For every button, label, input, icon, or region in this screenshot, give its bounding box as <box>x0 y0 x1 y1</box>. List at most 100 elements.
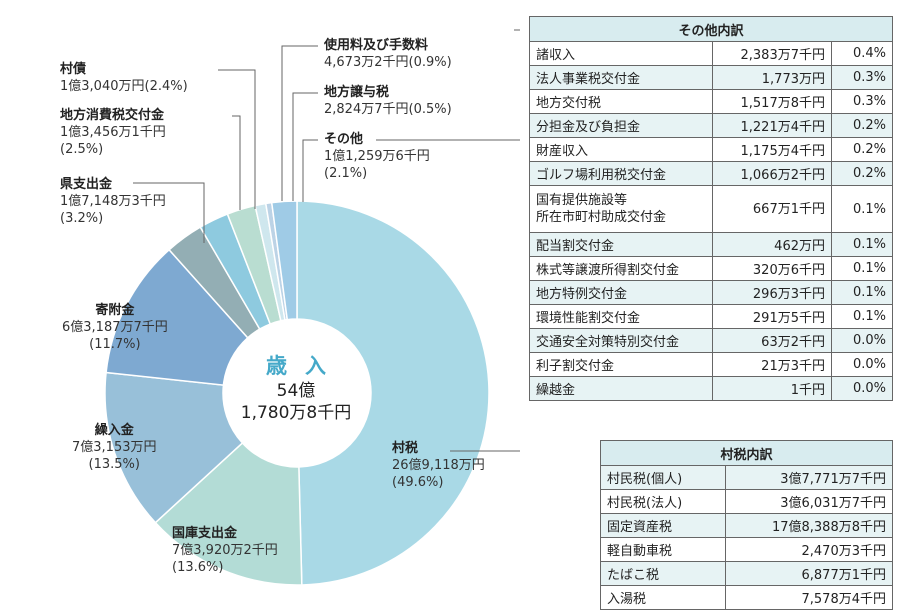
label-その他: その他 1億1,259万6千円 (2.1%) <box>324 132 430 181</box>
row-amount: 1千円 <box>712 376 832 401</box>
label-県支出金: 県支出金 1億7,148万3千円 (3.2%) <box>60 177 166 226</box>
row-percent: 0.1% <box>831 280 893 305</box>
table-row: 法人事業税交付金 1,773万円 0.3% <box>529 65 893 90</box>
row-percent: 0.4% <box>831 41 893 66</box>
chart-center-label: 歳入 54億 1,780万8千円 <box>234 352 358 424</box>
row-amount: 291万5千円 <box>712 304 832 329</box>
row-name: 法人事業税交付金 <box>529 65 713 90</box>
table-row: 配当割交付金 462万円 0.1% <box>529 232 893 257</box>
label-繰入金: 繰入金 7億3,153万円 (13.5%) <box>72 423 157 472</box>
leader-line <box>292 92 318 201</box>
row-amount: 3億7,771万7千円 <box>725 465 893 490</box>
table-row: 地方特例交付金 296万3千円 0.1% <box>529 280 893 305</box>
row-percent: 0.3% <box>831 65 893 90</box>
row-amount: 1,175万4千円 <box>712 137 832 162</box>
row-name: ゴルフ場利用税交付金 <box>529 161 713 186</box>
row-amount: 1,773万円 <box>712 65 832 90</box>
label-村債: 村債 1億3,040万円(2.4%) <box>60 62 188 94</box>
label-地方譲与税: 地方譲与税 2,824万7千円(0.5%) <box>324 85 452 117</box>
row-percent: 0.2% <box>831 161 893 186</box>
label-使用料及び手数料: 使用料及び手数料 4,673万2千円(0.9%) <box>324 38 452 70</box>
row-percent: 0.0% <box>831 376 893 401</box>
slice-繰入金 <box>104 371 244 524</box>
center-title: 歳入 <box>266 354 344 378</box>
row-amount: 1,221万4千円 <box>712 113 832 138</box>
table-row: 軽自動車税 2,470万3千円 <box>600 537 893 562</box>
center-total-line1: 54億 <box>276 381 316 401</box>
other-breakdown-table: その他内訳 諸収入 2,383万7千円 0.4% 法人事業税交付金 1,773万円 0.3… <box>529 16 893 401</box>
other-table-title: その他内訳 <box>529 16 893 42</box>
row-amount: 2,383万7千円 <box>712 41 832 66</box>
row-name: たばこ税 <box>600 561 726 586</box>
table-row: 村民税(法人) 3億6,031万7千円 <box>600 489 893 514</box>
row-name: 村民税(法人) <box>600 489 726 514</box>
row-amount: 7,578万4千円 <box>725 585 893 610</box>
row-name: 地方交付税 <box>529 89 713 114</box>
table-row: たばこ税 6,877万1千円 <box>600 561 893 586</box>
donut-hole <box>223 319 371 467</box>
row-amount: 3億6,031万7千円 <box>725 489 893 514</box>
row-percent: 0.1% <box>831 304 893 329</box>
label-村税: 村税 26億9,118万円 (49.6%) <box>392 441 485 490</box>
row-name: 村民税(個人) <box>600 465 726 490</box>
row-amount: 296万3千円 <box>712 280 832 305</box>
row-percent: 0.2% <box>831 137 893 162</box>
leader-line <box>281 45 318 201</box>
table-row: 国有提供施設等 所在市町村助成交付金 667万1千円 0.1% <box>529 185 893 233</box>
row-amount: 1,517万8千円 <box>712 89 832 114</box>
row-percent: 0.1% <box>831 256 893 281</box>
row-amount: 462万円 <box>712 232 832 257</box>
row-amount: 1,066万2千円 <box>712 161 832 186</box>
table-row: 地方交付税 1,517万8千円 0.3% <box>529 89 893 114</box>
slice-国庫支出金 <box>154 441 303 586</box>
table-row: 株式等譲渡所得割交付金 320万6千円 0.1% <box>529 256 893 281</box>
label-地方消費税交付金: 地方消費税交付金 1億3,456万1千円 (2.5%) <box>60 108 166 157</box>
row-percent: 0.3% <box>831 89 893 114</box>
row-name: 交通安全対策特別交付金 <box>529 328 713 353</box>
row-name: 配当割交付金 <box>529 232 713 257</box>
table-row: 固定資産税 17億8,388万8千円 <box>600 513 893 538</box>
table-row: 財産収入 1,175万4千円 0.2% <box>529 137 893 162</box>
leader-line <box>302 139 318 202</box>
row-percent: 0.0% <box>831 352 893 377</box>
leader-line <box>133 182 205 243</box>
row-name: 固定資産税 <box>600 513 726 538</box>
village-tax-breakdown-table: 村税内訳 村民税(個人) 3億7,771万7千円 村民税(法人) 3億6,031万7千… <box>600 440 893 610</box>
table-row: 入湯税 7,578万4千円 <box>600 585 893 610</box>
row-amount: 6,877万1千円 <box>725 561 893 586</box>
row-name: 利子割交付金 <box>529 352 713 377</box>
row-name: 諸収入 <box>529 41 713 66</box>
row-name: 地方特例交付金 <box>529 280 713 305</box>
row-amount: 667万1千円 <box>712 185 832 233</box>
row-amount: 21万3千円 <box>712 352 832 377</box>
row-name: 軽自動車税 <box>600 537 726 562</box>
table-row: 環境性能割交付金 291万5千円 0.1% <box>529 304 893 329</box>
row-amount: 320万6千円 <box>712 256 832 281</box>
center-total-line2: 1,780万8千円 <box>240 403 352 423</box>
row-name: 入湯税 <box>600 585 726 610</box>
table-row: 繰越金 1千円 0.0% <box>529 376 893 401</box>
leader-line <box>218 69 256 209</box>
revenue-donut-chart <box>104 29 520 586</box>
label-国庫支出金: 国庫支出金 7億3,920万2千円 (13.6%) <box>172 526 278 575</box>
row-name: 分担金及び負担金 <box>529 113 713 138</box>
village-table-title: 村税内訳 <box>600 440 893 466</box>
row-amount: 63万2千円 <box>712 328 832 353</box>
row-amount: 2,470万3千円 <box>725 537 893 562</box>
row-percent: 0.0% <box>831 328 893 353</box>
row-percent: 0.1% <box>831 232 893 257</box>
table-row: 分担金及び負担金 1,221万4千円 0.2% <box>529 113 893 138</box>
table-row: ゴルフ場利用税交付金 1,066万2千円 0.2% <box>529 161 893 186</box>
row-amount: 17億8,388万8千円 <box>725 513 893 538</box>
table-row: 利子割交付金 21万3千円 0.0% <box>529 352 893 377</box>
label-寄附金: 寄附金 6億3,187万7千円 (11.7%) <box>62 303 168 352</box>
row-percent: 0.1% <box>831 185 893 233</box>
table-row: 交通安全対策特別交付金 63万2千円 0.0% <box>529 328 893 353</box>
table-row: 村民税(個人) 3億7,771万7千円 <box>600 465 893 490</box>
row-name: 繰越金 <box>529 376 713 401</box>
row-name: 国有提供施設等 所在市町村助成交付金 <box>529 185 713 233</box>
leader-line <box>232 115 241 210</box>
row-name: 株式等譲渡所得割交付金 <box>529 256 713 281</box>
row-name: 環境性能割交付金 <box>529 304 713 329</box>
table-row: 諸収入 2,383万7千円 0.4% <box>529 41 893 66</box>
